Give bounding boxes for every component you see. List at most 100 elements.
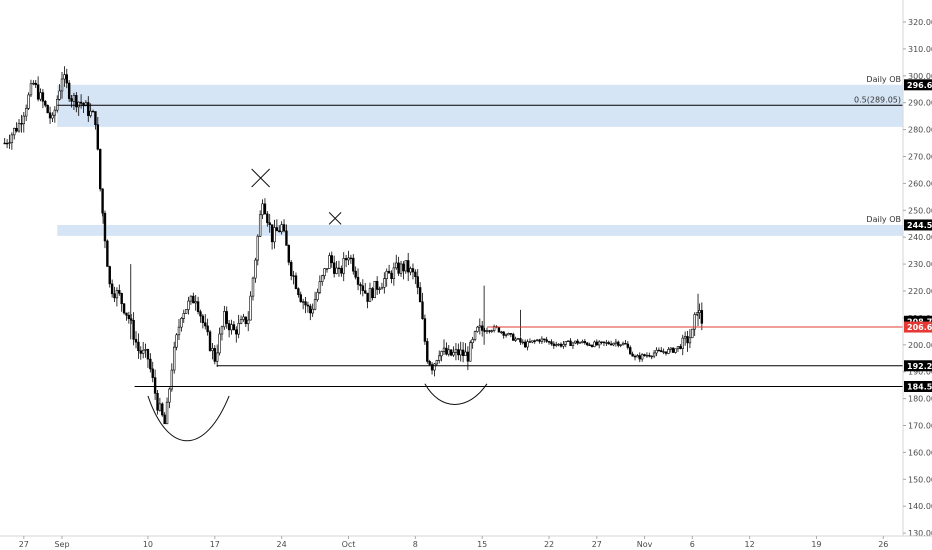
candle-body bbox=[414, 271, 417, 277]
candle-body bbox=[180, 318, 183, 328]
price-tag bbox=[904, 79, 932, 91]
candle-body bbox=[251, 277, 255, 297]
candle-body bbox=[96, 124, 100, 150]
candle-body bbox=[323, 268, 326, 277]
candle-body bbox=[342, 258, 345, 274]
time-tick-label: 27 bbox=[592, 540, 602, 549]
candle-body bbox=[46, 104, 49, 114]
candle-body bbox=[502, 331, 505, 336]
candle-body bbox=[555, 344, 558, 346]
candle-body bbox=[127, 314, 131, 320]
candle-body bbox=[249, 295, 252, 321]
candle-body bbox=[648, 354, 651, 357]
candle-body bbox=[201, 315, 205, 324]
candle-body bbox=[215, 352, 219, 362]
candle-body bbox=[445, 347, 448, 355]
candle-body bbox=[473, 331, 477, 340]
price-tag bbox=[904, 360, 932, 372]
candle-body bbox=[397, 262, 400, 274]
time-tick-label: Sep bbox=[54, 540, 69, 549]
candle-body bbox=[108, 266, 111, 285]
candle-body bbox=[466, 351, 470, 362]
time-tick-label: 8 bbox=[413, 540, 418, 549]
time-tick-label: 17 bbox=[210, 540, 220, 549]
drawing-annotations bbox=[147, 168, 488, 441]
price-tick-label: 320.00 bbox=[908, 18, 932, 27]
arc-marker bbox=[147, 395, 230, 441]
time-axis[interactable]: 27 Sep 10 17 24 Oct 8 15 22 27 Nov 6 12 19 26 bbox=[0, 535, 932, 549]
candle-body bbox=[287, 245, 291, 263]
candle-body bbox=[332, 262, 336, 274]
time-tick-label: 15 bbox=[477, 540, 487, 549]
candle-body bbox=[206, 325, 209, 333]
candle-body bbox=[165, 401, 169, 425]
candle-body bbox=[366, 292, 369, 302]
candle-body bbox=[588, 344, 591, 346]
zone-label: Daily OB bbox=[866, 75, 901, 84]
candle-body bbox=[36, 84, 40, 100]
candle-body bbox=[500, 331, 503, 333]
candle-body bbox=[483, 330, 486, 332]
candle-body bbox=[39, 92, 42, 100]
price-tag bbox=[904, 315, 932, 327]
candle-body bbox=[325, 268, 329, 270]
candle-body bbox=[175, 334, 178, 348]
candle-body bbox=[688, 337, 692, 344]
candle-body bbox=[122, 303, 126, 314]
order-block-zone bbox=[57, 84, 904, 127]
time-tick-label: 24 bbox=[277, 540, 287, 549]
candle-body bbox=[70, 98, 73, 102]
candle-body bbox=[278, 230, 281, 233]
time-tick-label: 6 bbox=[690, 540, 695, 549]
candle-body bbox=[67, 82, 71, 99]
price-tag-label: 192.20 bbox=[907, 362, 932, 371]
candle-body bbox=[17, 123, 21, 132]
price-tick-label: 240.00 bbox=[908, 233, 932, 242]
candle-body bbox=[497, 326, 501, 333]
price-axis[interactable]: 130.00 140.00 150.00 160.00 170.00 180.00 190.… bbox=[902, 0, 932, 538]
candle-body bbox=[461, 349, 465, 356]
candle-body bbox=[571, 342, 575, 347]
candle-body bbox=[683, 336, 687, 339]
candle-body bbox=[161, 403, 164, 416]
candle-body bbox=[130, 318, 133, 321]
candle-body bbox=[34, 82, 37, 86]
candle-body bbox=[275, 227, 279, 232]
candle-body bbox=[609, 343, 613, 346]
candle-body bbox=[426, 341, 429, 362]
candle-body bbox=[652, 352, 656, 357]
candle-body bbox=[91, 110, 95, 113]
candle-body bbox=[5, 142, 9, 145]
candle-body bbox=[330, 255, 333, 264]
candle-body bbox=[538, 339, 541, 342]
candle-body bbox=[418, 287, 422, 303]
candle-body bbox=[540, 338, 544, 342]
price-tick-label: 130.00 bbox=[908, 529, 932, 538]
candle-body bbox=[139, 350, 142, 354]
cross-marker bbox=[251, 168, 270, 188]
zone-label: Daily OB bbox=[866, 215, 901, 224]
candle-body bbox=[612, 342, 615, 346]
candle-body bbox=[669, 347, 673, 350]
candle-body bbox=[633, 355, 637, 358]
price-tag-label: 206.60 bbox=[907, 323, 932, 332]
candle-body bbox=[480, 325, 484, 331]
candle-body bbox=[476, 326, 479, 332]
candle-body bbox=[13, 127, 16, 136]
candle-body bbox=[182, 313, 185, 319]
candle-body bbox=[115, 290, 119, 299]
price-tick-label: 290.00 bbox=[908, 99, 932, 108]
candle-body bbox=[151, 368, 154, 378]
candle-body bbox=[435, 360, 439, 365]
candle-body bbox=[60, 78, 64, 92]
candle-body bbox=[459, 349, 462, 356]
candle-body bbox=[254, 259, 257, 279]
candle-body bbox=[586, 342, 589, 346]
candle-body bbox=[189, 295, 193, 302]
candle-body bbox=[177, 326, 181, 336]
candle-body bbox=[664, 351, 668, 354]
candle-body bbox=[671, 347, 675, 353]
candle-body bbox=[137, 341, 140, 352]
candle-body bbox=[289, 261, 293, 276]
